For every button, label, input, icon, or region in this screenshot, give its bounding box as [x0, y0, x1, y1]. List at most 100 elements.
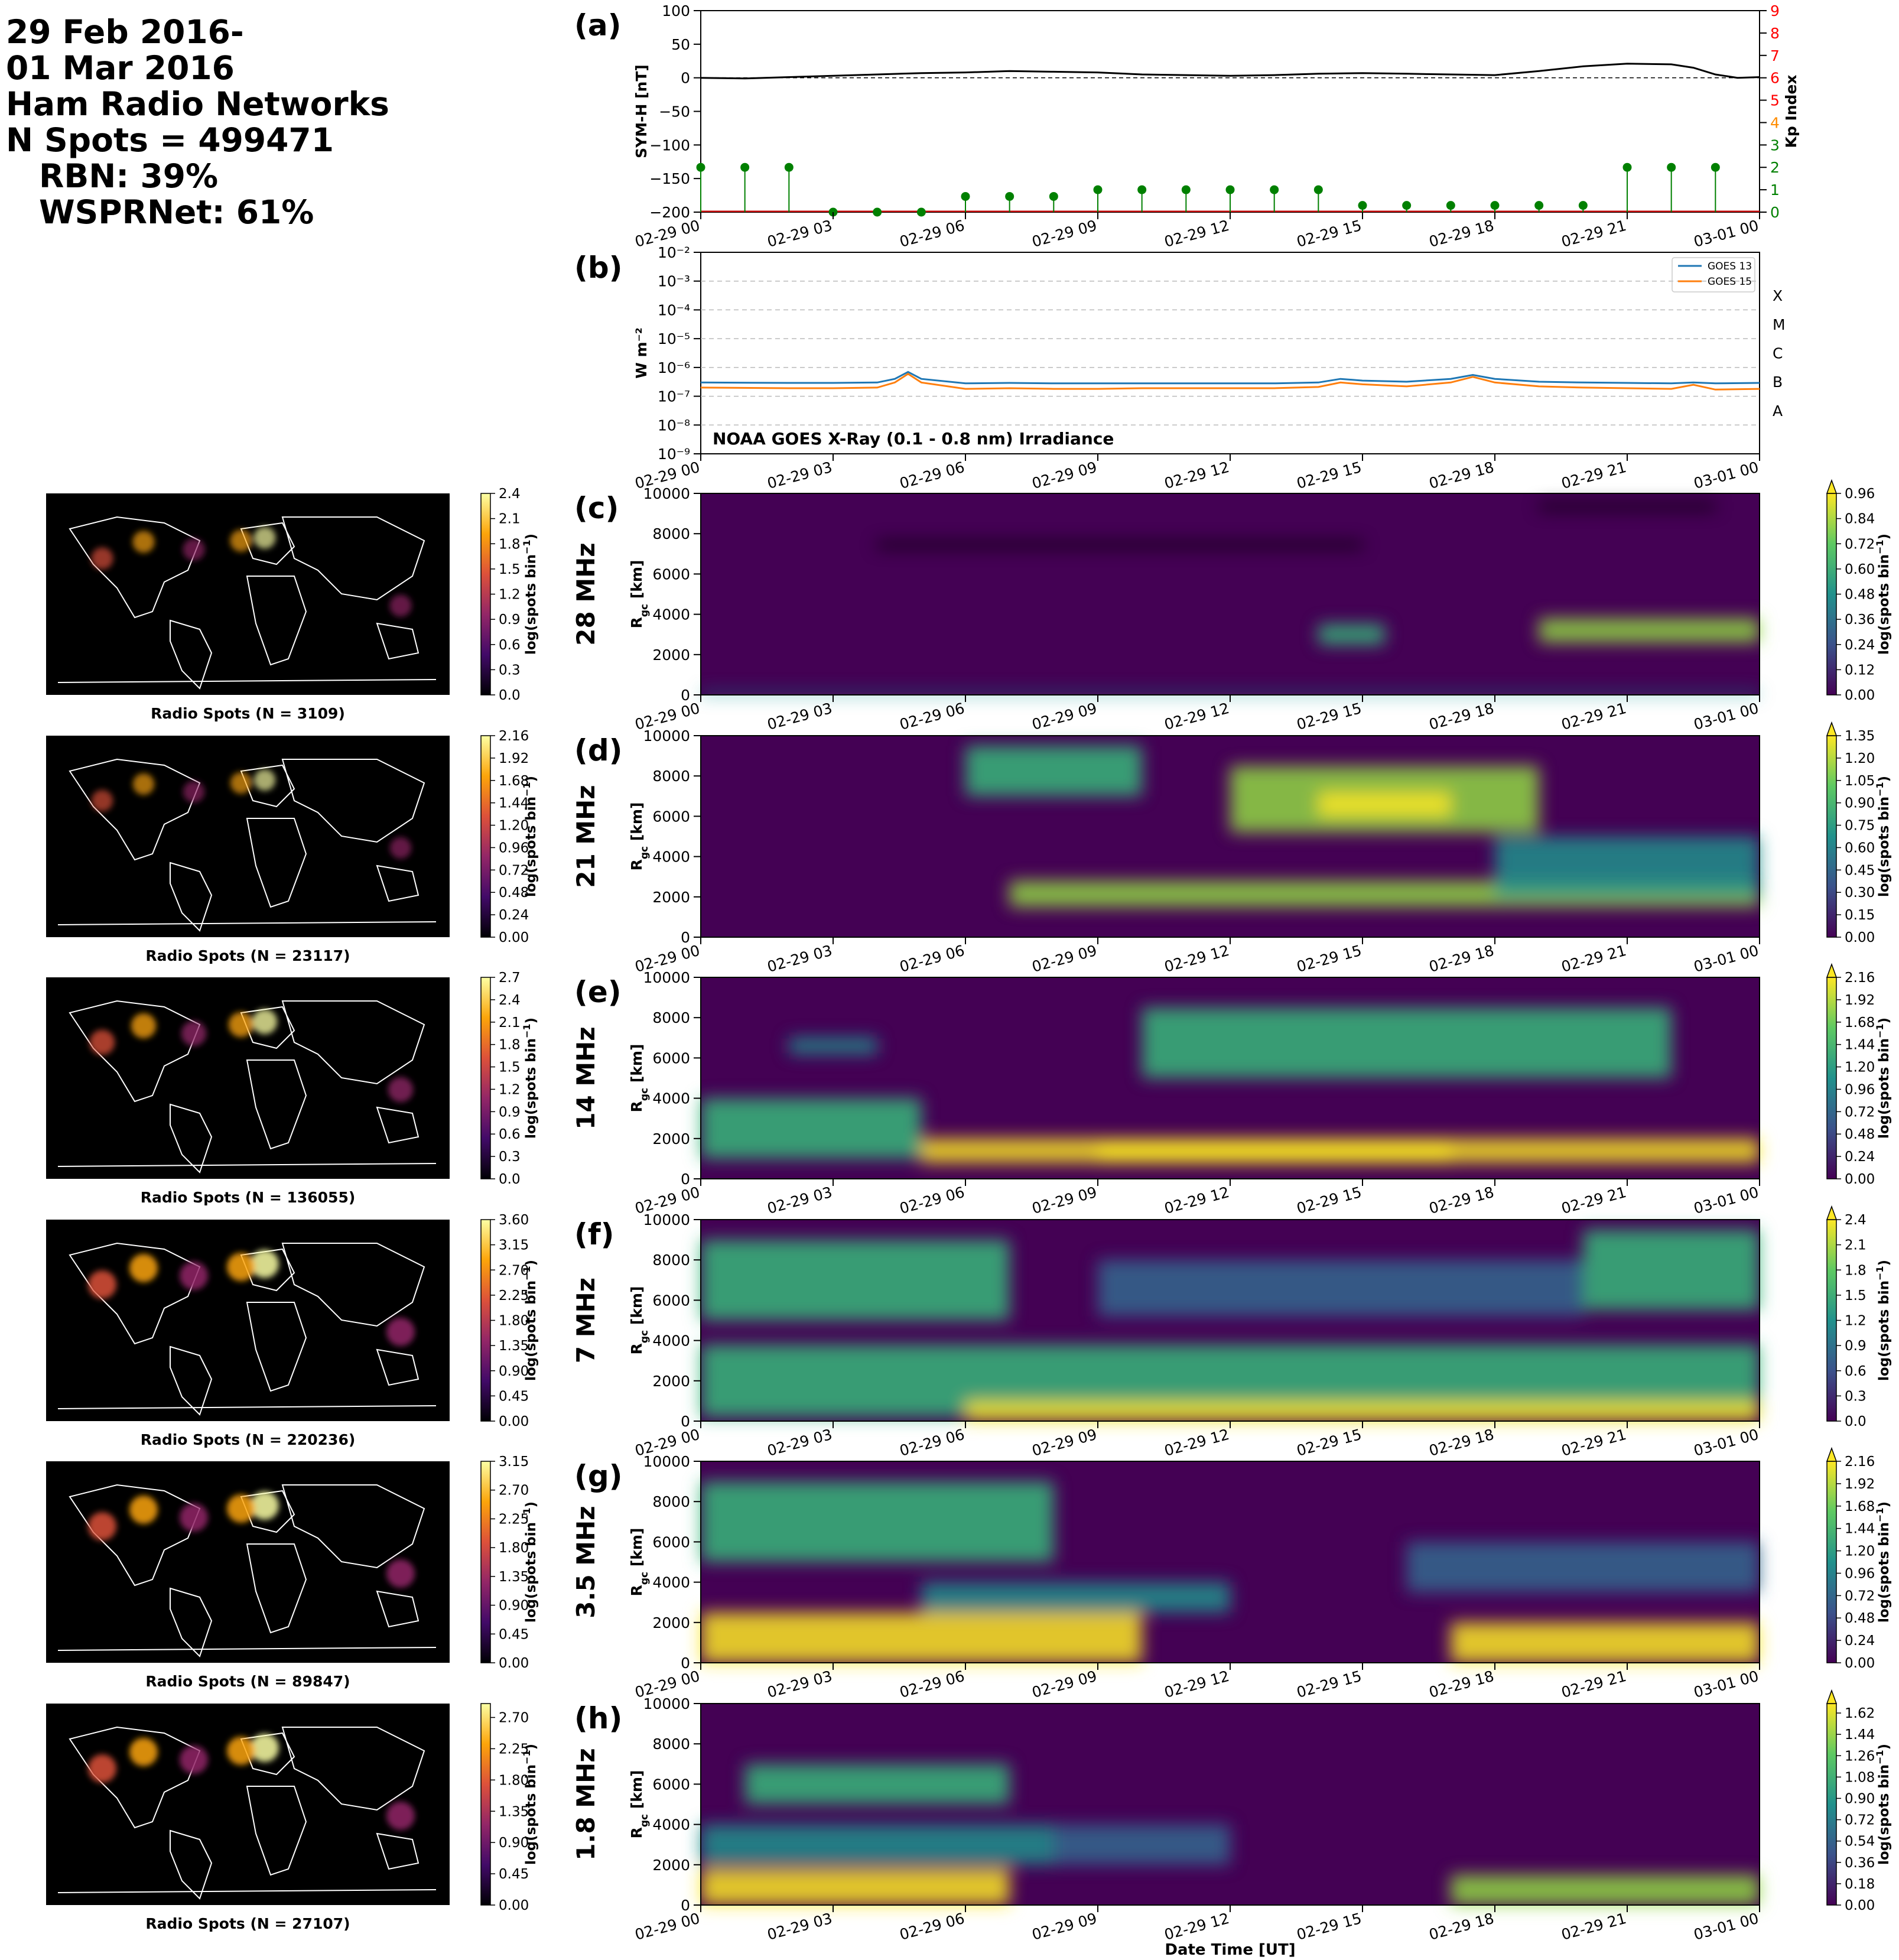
band-18MHz-rtp-colorbar-extend: [1826, 1689, 1838, 1704]
map-cbar-tick-label: 1.80: [499, 1314, 529, 1329]
rtp-cbar-tick-label: 1.2: [1845, 1314, 1867, 1329]
band-14MHz-xtick-label: 02-29 15: [1295, 1184, 1363, 1217]
band-28MHz-xtick-label: 02-29 09: [1030, 700, 1098, 733]
band-35MHz-xtick-label: 02-29 18: [1427, 1668, 1495, 1701]
band-7MHz-xtick-label: 03-01 00: [1692, 1426, 1760, 1460]
rtp-cbar-tick-label: 0.45: [1845, 863, 1875, 878]
rtp-intensity-region: [1539, 503, 1716, 510]
kp-marker: [1313, 185, 1323, 194]
map-spot-cluster: [253, 526, 276, 549]
map-spot-cluster: [181, 1020, 207, 1046]
band-35MHz-xtick-label: 02-29 21: [1559, 1668, 1628, 1701]
band-14MHz-rtp-colorbar: [1826, 977, 1837, 1179]
rtp-intensity-region: [701, 691, 1760, 695]
band-21MHz-rtp-heat: [965, 746, 1760, 907]
coastline-path: [69, 758, 201, 861]
map-cbar-tick-label: 1.80: [499, 1773, 529, 1788]
panel-a-ytick-label: 50: [671, 36, 690, 53]
map-cbar-tick-label: 0.0: [499, 1172, 521, 1187]
coastline-path: [281, 1243, 425, 1327]
kp-marker: [1137, 185, 1147, 194]
panel-a-xtick-label: 02-29 21: [1559, 217, 1628, 251]
band-35MHz-xtick-label: 02-29 06: [898, 1668, 966, 1701]
band-21MHz-xtick-label: 02-29 21: [1559, 942, 1628, 976]
coastline-path: [69, 516, 201, 619]
panel-b-plot: [701, 370, 1760, 391]
coastline-path: [69, 1242, 201, 1345]
map-cbar-tick-label: 0.96: [499, 840, 529, 856]
band-18MHz-panel-letter: (h): [574, 1701, 622, 1735]
rtp-intensity-region: [1053, 1824, 1230, 1865]
rtp-cbar-tick-label: 0.00: [1845, 1898, 1875, 1913]
map-cbar-tick-label: 2.70: [499, 1483, 529, 1499]
coastline-path: [376, 864, 420, 902]
map-cbar-tick-label: 3.15: [499, 1238, 529, 1253]
kp-marker: [916, 207, 926, 217]
band-7MHz-map-heat: [88, 1250, 415, 1346]
map-spot-cluster: [180, 1746, 208, 1774]
kp-marker: [1005, 191, 1014, 201]
coastline-path: [240, 1732, 295, 1776]
map-cbar-tick-label: 2.25: [499, 1288, 529, 1304]
band-7MHz-map-cbar-label: log(spots bin−1): [521, 1260, 539, 1381]
map-cbar-tick-label: 1.8: [499, 1038, 521, 1053]
band-18MHz-rtp-heat: [701, 1764, 1760, 1905]
rtp-ytick-label: 10000: [643, 969, 690, 986]
band-35MHz-rtp-colorbar-extend: [1826, 1447, 1838, 1462]
map-cbar-tick-label: 0.45: [499, 1389, 529, 1404]
coastline-path: [170, 1345, 213, 1416]
map-cbar-tick-label: 0.90: [499, 1835, 529, 1851]
rtp-cbar-tick-label: 0.90: [1845, 796, 1875, 811]
coastline-path: [69, 1484, 201, 1587]
coastline-path: [281, 1484, 425, 1569]
coastline-path: [376, 1590, 420, 1628]
flare-class-label: M: [1773, 316, 1786, 333]
panel-b-ytick-label: 10⁻⁵: [658, 330, 690, 347]
rtp-intensity-region: [701, 1481, 1054, 1562]
rtp-intensity-region: [701, 1240, 1010, 1321]
rtp-cbar-tick-label: 0.00: [1845, 930, 1875, 945]
rtp-ytick-label: 6000: [652, 565, 690, 583]
band-7MHz-xtick-label: 02-29 06: [898, 1426, 966, 1460]
rtp-cbar-tick-label: 0.24: [1845, 638, 1875, 653]
band-14MHz-map-heat: [89, 1009, 414, 1103]
kp-marker: [1490, 201, 1500, 210]
rtp-ytick-label: 8000: [652, 1252, 690, 1269]
kp-marker: [1093, 185, 1103, 194]
rtp-ytick-label: 8000: [652, 525, 690, 542]
map-cbar-tick-label: 1.5: [499, 1060, 521, 1075]
band-21MHz-map: [46, 736, 450, 937]
rtp-cbar-tick-label: 1.20: [1845, 1060, 1875, 1075]
rtp-cbar-tick-label: 0.30: [1845, 885, 1875, 901]
map-spot-cluster: [230, 772, 252, 794]
rtp-cbar-tick-label: 0.24: [1845, 1149, 1875, 1165]
total-spots: N Spots = 499471: [6, 121, 334, 159]
coastline-path: [240, 522, 295, 565]
panel-a-y2label: Kp Index: [1783, 74, 1800, 148]
panel-b-xtick-label: 02-29 21: [1559, 459, 1628, 492]
band-7MHz-xtick-label: 02-29 09: [1030, 1426, 1098, 1460]
band-28MHz-xtick-label: 02-29 06: [898, 700, 966, 733]
band-35MHz-rtp-colorbar: [1826, 1461, 1837, 1663]
map-spot-cluster: [131, 1013, 157, 1039]
panel-a-xtick-label: 02-29 18: [1427, 217, 1495, 251]
map-cbar-tick-label: 0.00: [499, 930, 529, 945]
coastline-path: [57, 921, 437, 925]
rtp-cbar-tick-label: 1.68: [1845, 1499, 1875, 1514]
band-35MHz-rtp-ylabel: Rgc [km]: [628, 1528, 651, 1597]
band-18MHz-xtick-label: 02-29 03: [765, 1910, 834, 1943]
goes-series-line: [701, 370, 1760, 385]
map-cbar-tick-label: 0.00: [499, 1414, 529, 1429]
band-21MHz-coastlines: [57, 758, 437, 932]
map-cbar-tick-label: 2.7: [499, 970, 521, 986]
panel-a-y2tick-label: 0: [1770, 204, 1780, 221]
panel-a-ytick-label: 0: [681, 70, 690, 87]
band-28MHz-rtp-colorbar-extend: [1826, 479, 1838, 494]
coastline-path: [240, 1006, 295, 1049]
map-cbar-tick-label: 0.90: [499, 1364, 529, 1379]
map-cbar-tick-label: 0.24: [499, 908, 529, 923]
rtp-ytick-label: 10000: [643, 485, 690, 502]
rtp-cbar-tick-label: 1.44: [1845, 1038, 1875, 1053]
kp-marker: [1181, 185, 1191, 194]
band-21MHz-rtp-colorbar-extend: [1826, 721, 1838, 736]
